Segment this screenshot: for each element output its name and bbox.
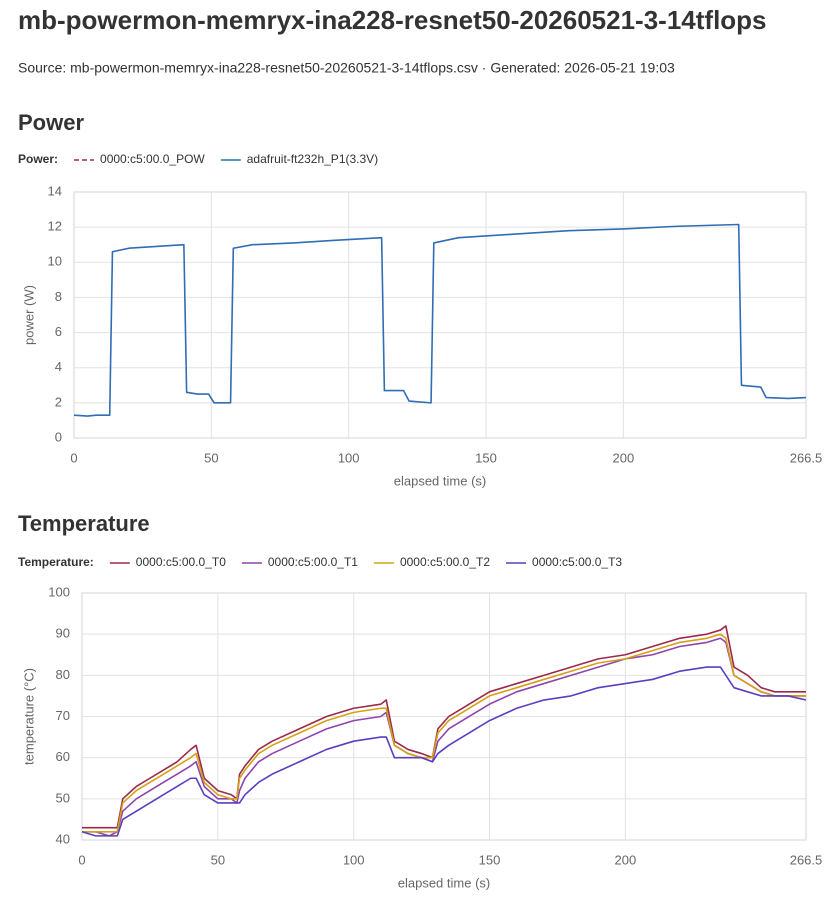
series-line [82, 633, 806, 833]
legend-title: Temperature: [18, 555, 94, 569]
y-tick-label: 50 [56, 790, 70, 805]
y-tick-label: 12 [48, 219, 62, 234]
legend-label: 0000:c5:00.0_POW [100, 152, 205, 166]
plot-frame [73, 191, 807, 439]
page-title: mb-powermon-memryx-ina228-resnet50-20260… [18, 5, 767, 35]
series-line [82, 625, 806, 829]
series-line [81, 666, 807, 837]
series-line [73, 223, 807, 417]
source-line: Source: mb-powermon-memryx-ina228-resnet… [18, 60, 675, 76]
legend-label: 0000:c5:00.0_T3 [532, 555, 622, 569]
x-tick-label: 150 [475, 450, 497, 465]
y-tick-label: 40 [56, 831, 70, 846]
x-tick-label: 50 [204, 450, 218, 465]
y-tick-label: 90 [56, 626, 70, 641]
y-tick-label: 80 [56, 667, 70, 682]
y-tick-label: 100 [48, 584, 70, 599]
x-tick-label: 0 [70, 450, 77, 465]
x-tick-label: 50 [211, 852, 225, 867]
x-tick-label: 200 [612, 450, 634, 465]
y-tick-label: 14 [48, 183, 62, 198]
y-tick-label: 4 [55, 359, 62, 374]
y-tick-label: 0 [55, 429, 62, 444]
chart-title: Power [18, 110, 84, 135]
y-tick-label: 60 [56, 749, 70, 764]
x-tick-label: 150 [479, 852, 501, 867]
x-tick-label: 0 [78, 852, 85, 867]
y-tick-label: 2 [55, 394, 62, 409]
x-tick-label: 200 [614, 852, 636, 867]
x-axis-title: elapsed time (s) [394, 473, 486, 488]
x-tick-label: 100 [343, 852, 365, 867]
x-tick-label: 266.5 [790, 450, 823, 465]
plot-frame [81, 592, 807, 841]
chart-title: Temperature [18, 511, 150, 536]
y-tick-label: 10 [48, 254, 62, 269]
legend-label: adafruit-ft232h_P1(3.3V) [247, 152, 378, 166]
y-tick-label: 6 [55, 324, 62, 339]
y-axis-title: power (W) [21, 285, 36, 345]
legend-label: 0000:c5:00.0_T2 [400, 555, 490, 569]
legend-title: Power: [18, 152, 58, 166]
legend-label: 0000:c5:00.0_T0 [136, 555, 226, 569]
x-axis-title: elapsed time (s) [398, 875, 490, 890]
x-tick-label: 266.5 [790, 852, 823, 867]
y-axis-title: temperature (°C) [21, 668, 36, 765]
x-tick-label: 100 [338, 450, 360, 465]
y-tick-label: 8 [55, 289, 62, 304]
y-tick-label: 70 [56, 708, 70, 723]
legend-label: 0000:c5:00.0_T1 [268, 555, 358, 569]
